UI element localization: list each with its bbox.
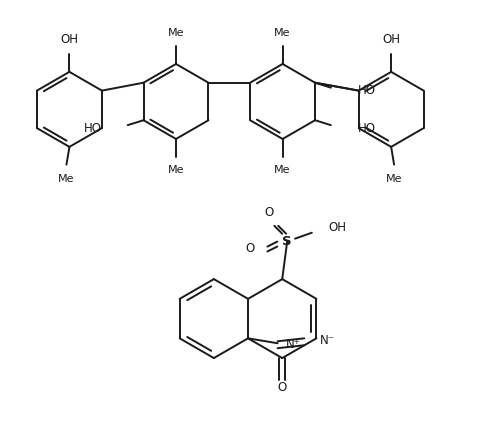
Text: OH: OH bbox=[60, 33, 78, 46]
Text: O: O bbox=[278, 381, 287, 394]
Text: HO: HO bbox=[358, 122, 376, 134]
Text: Me: Me bbox=[274, 28, 291, 38]
Text: Me: Me bbox=[386, 173, 402, 184]
Text: OH: OH bbox=[382, 33, 400, 46]
Text: HO: HO bbox=[358, 84, 376, 97]
Text: O: O bbox=[245, 242, 255, 255]
Text: O: O bbox=[265, 206, 274, 220]
Text: Me: Me bbox=[274, 165, 291, 175]
Text: N⁺: N⁺ bbox=[286, 338, 300, 351]
Text: N⁻: N⁻ bbox=[320, 334, 335, 347]
Text: Me: Me bbox=[58, 173, 75, 184]
Text: S: S bbox=[282, 235, 292, 248]
Text: Me: Me bbox=[168, 28, 184, 38]
Text: HO: HO bbox=[84, 122, 102, 134]
Text: OH: OH bbox=[328, 221, 347, 234]
Text: Me: Me bbox=[168, 165, 184, 175]
